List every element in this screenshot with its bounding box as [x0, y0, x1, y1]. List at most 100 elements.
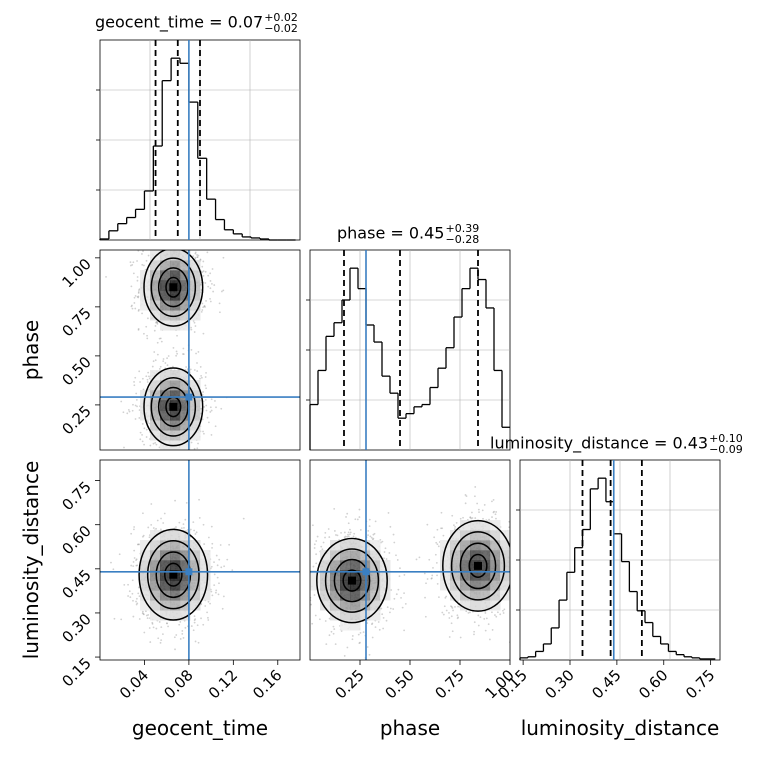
- sample-point: [210, 525, 213, 528]
- sample-point: [133, 549, 136, 552]
- sample-point: [176, 334, 178, 337]
- sample-point: [182, 637, 185, 639]
- sample-point: [173, 452, 175, 454]
- sample-point: [182, 347, 185, 350]
- density-peak: [169, 570, 178, 579]
- sample-point: [193, 447, 196, 450]
- sample-point: [181, 633, 184, 635]
- sample-point: [161, 455, 163, 457]
- sample-point: [132, 528, 135, 531]
- sample-point: [496, 611, 499, 614]
- sample-point: [448, 636, 451, 638]
- sample-point: [356, 518, 359, 521]
- sample-point: [209, 300, 212, 303]
- sample-point: [192, 320, 195, 322]
- sample-point: [196, 256, 199, 259]
- sample-point: [469, 516, 472, 518]
- sample-point: [202, 270, 205, 273]
- sample-point: [195, 352, 197, 355]
- sample-point: [432, 567, 434, 569]
- density-block: [190, 420, 201, 431]
- density-block: [150, 590, 161, 601]
- density-block: [140, 570, 151, 581]
- sample-point: [332, 625, 335, 628]
- sample-point: [301, 604, 303, 606]
- sample-point: [208, 243, 210, 245]
- sample-point: [146, 337, 149, 340]
- density-block: [160, 530, 171, 541]
- sample-point: [190, 328, 193, 331]
- sample-point: [185, 366, 188, 368]
- sample-point: [221, 290, 223, 293]
- sample-point: [473, 633, 475, 636]
- density-block: [200, 590, 211, 601]
- density-block: [140, 580, 151, 591]
- sample-point: [366, 646, 369, 648]
- sample-point: [204, 306, 206, 308]
- sample-point: [436, 528, 439, 531]
- sample-point: [200, 310, 203, 313]
- density-block: [180, 290, 191, 301]
- sample-point: [431, 574, 434, 577]
- sample-point: [478, 511, 480, 514]
- contour-level: [138, 528, 209, 621]
- sample-point: [184, 242, 186, 244]
- sample-point: [386, 606, 389, 608]
- sample-point: [123, 446, 125, 449]
- sample-point: [194, 258, 197, 260]
- sample-point: [491, 500, 493, 503]
- density-block: [150, 430, 161, 441]
- density-block: [470, 600, 481, 611]
- sample-point: [196, 254, 198, 256]
- density-block: [170, 250, 181, 261]
- sample-point: [374, 520, 377, 523]
- sample-point: [378, 628, 381, 631]
- x-tick-label: 0.75: [682, 666, 718, 702]
- title-phase: phase = 0.45 +0.39 −0.28: [337, 222, 480, 246]
- sample-point: [133, 384, 136, 387]
- density-block: [460, 560, 471, 571]
- sample-point: [203, 543, 206, 545]
- sample-point: [159, 451, 161, 453]
- sample-point: [152, 360, 155, 363]
- sample-point: [147, 614, 150, 616]
- density-block: [330, 560, 341, 571]
- density-block: [190, 430, 201, 441]
- sample-point: [164, 453, 166, 455]
- sample-point: [315, 562, 318, 565]
- sample-point: [343, 536, 346, 539]
- sample-point: [344, 535, 347, 538]
- sample-point: [211, 546, 213, 549]
- sample-point: [513, 529, 515, 531]
- sample-point: [346, 535, 349, 538]
- density-block: [160, 260, 171, 271]
- sample-point: [159, 528, 162, 531]
- sample-point: [175, 526, 177, 528]
- sample-point: [465, 610, 468, 613]
- sample-point: [151, 365, 154, 368]
- sample-point: [145, 436, 148, 438]
- hist-panel-phase: [306, 249, 511, 451]
- density-block: [180, 530, 191, 541]
- sample-point: [160, 340, 163, 343]
- sample-point: [105, 275, 107, 278]
- sample-point: [171, 243, 173, 245]
- sample-point: [205, 300, 207, 302]
- density-block: [470, 570, 481, 581]
- sample-point: [395, 554, 397, 557]
- sample-point: [212, 290, 215, 293]
- sample-point: [384, 661, 386, 663]
- sample-point: [206, 416, 209, 419]
- sample-point: [156, 321, 159, 324]
- sample-point: [200, 603, 203, 605]
- sample-point: [324, 536, 326, 539]
- sample-point: [137, 309, 140, 312]
- sample-point: [351, 638, 354, 641]
- hist-panel-luminosity_distance: [516, 459, 721, 661]
- sample-point: [450, 605, 452, 608]
- sample-point: [156, 341, 159, 344]
- sample-point: [222, 256, 225, 259]
- sample-point: [141, 377, 144, 380]
- sample-point: [132, 272, 135, 275]
- sample-point: [202, 623, 205, 626]
